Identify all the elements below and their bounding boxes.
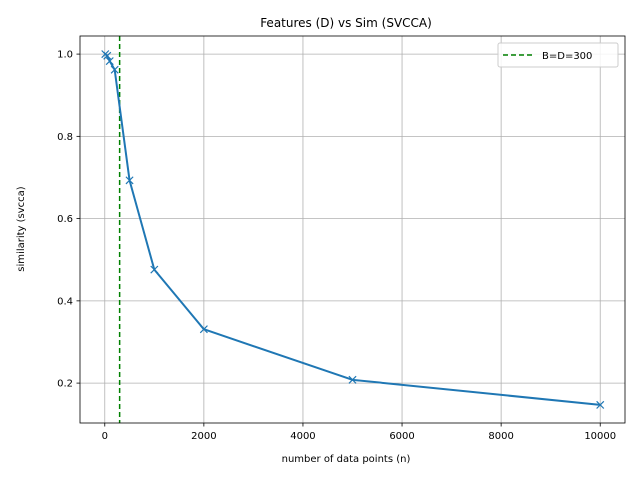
series-layer	[101, 50, 605, 409]
y-tick-label: 0.6	[57, 214, 73, 225]
data-point-marker	[103, 51, 112, 60]
y-axis-label: similarity (svcca)	[16, 186, 27, 271]
y-tick-label: 0.2	[57, 379, 73, 390]
data-point-marker	[125, 176, 134, 185]
chart-title: Features (D) vs Sim (SVCCA)	[260, 16, 432, 30]
data-point-marker	[105, 57, 114, 66]
y-tick-label: 1.0	[57, 50, 73, 61]
plot-frame	[79, 35, 626, 424]
x-tick-label: 4000	[290, 431, 315, 442]
y-tick-label: 0.8	[57, 132, 73, 143]
legend-label: B=D=300	[542, 51, 592, 62]
data-point-marker	[348, 375, 357, 384]
y-tick-label: 0.4	[57, 296, 73, 307]
x-tick-label: 2000	[191, 431, 216, 442]
legend-box	[497, 42, 619, 68]
x-tick-label: 8000	[488, 431, 513, 442]
grid-layer	[80, 36, 625, 423]
data-point-marker	[110, 65, 119, 74]
legend: B=D=300	[497, 42, 619, 68]
x-tick-label: 6000	[389, 431, 414, 442]
data-point-marker	[596, 400, 605, 409]
data-point-marker	[199, 325, 208, 334]
x-axis-label: number of data points (n)	[282, 454, 411, 465]
x-tick-label: 10000	[584, 431, 616, 442]
x-tick-label: 0	[102, 431, 108, 442]
data-point-marker	[150, 265, 159, 274]
x-axis-ticks: 0 2000 4000 6000 8000 10000	[102, 423, 616, 442]
y-axis-ticks: 0.2 0.4 0.6 0.8 1.0	[57, 50, 80, 390]
